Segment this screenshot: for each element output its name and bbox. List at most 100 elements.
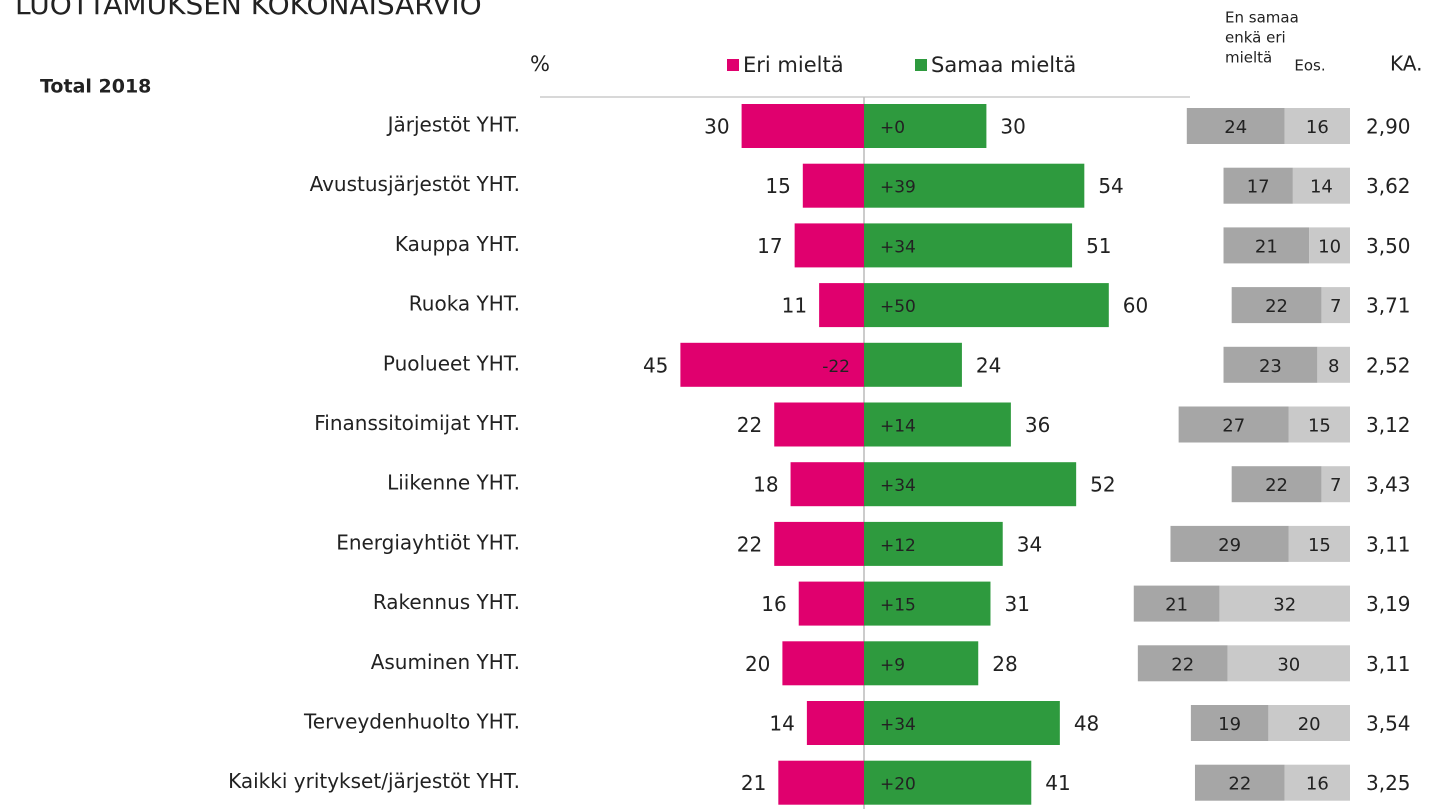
eos-header: Eos.	[1294, 57, 1325, 75]
mean-label: 3,54	[1366, 712, 1411, 736]
category-label: Puolueet YHT.	[383, 351, 520, 375]
bar-eos	[1288, 525, 1350, 562]
net-label: +15	[880, 596, 916, 616]
agree-label: 48	[1074, 712, 1099, 736]
bar-eos	[1321, 466, 1350, 503]
mean-label: 3,62	[1366, 174, 1411, 198]
bar-eos	[1288, 406, 1350, 443]
net-label: +34	[880, 237, 916, 257]
subtitle: Total 2018	[40, 76, 151, 98]
agree-label: 41	[1045, 771, 1070, 795]
eos-label: 20	[1298, 714, 1321, 735]
bar-eos	[1268, 705, 1350, 741]
net-label: +39	[880, 178, 916, 198]
neutral-label: 17	[1247, 177, 1270, 198]
mean-label: 3,19	[1366, 592, 1411, 616]
eos-label: 30	[1277, 654, 1300, 675]
neutral-label: 24	[1224, 117, 1247, 138]
net-label: +12	[880, 536, 916, 556]
net-label: -22	[822, 357, 850, 377]
legend-label: Eri mieltä	[743, 53, 844, 77]
bar-neutral	[1170, 525, 1289, 562]
bar-eos	[1227, 645, 1350, 682]
bar-agree	[864, 581, 991, 626]
bar-agree	[864, 462, 1077, 507]
disagree-label: 22	[737, 532, 762, 556]
eos-label: 10	[1318, 236, 1341, 257]
unit-label: %	[530, 52, 550, 76]
mean-header: KA.	[1390, 52, 1422, 76]
neutral-label: 22	[1228, 774, 1251, 795]
bar-disagree	[741, 104, 864, 148]
bar-neutral	[1178, 406, 1289, 443]
category-label: Kaikki yritykset/järjestöt YHT.	[228, 769, 520, 793]
mean-label: 3,25	[1366, 771, 1411, 795]
net-label: +0	[880, 118, 905, 138]
mean-label: 3,43	[1366, 473, 1411, 497]
category-label: Liikenne YHT.	[387, 471, 520, 495]
net-label: +50	[880, 297, 916, 317]
net-label: +34	[880, 476, 916, 496]
disagree-label: 14	[769, 712, 794, 736]
eos-label: 14	[1310, 177, 1333, 198]
neutral-label: 27	[1222, 416, 1245, 437]
net-label: +9	[880, 655, 905, 675]
net-label: +34	[880, 715, 916, 735]
bar-disagree	[802, 163, 864, 208]
disagree-label: 21	[741, 771, 766, 795]
agree-label: 24	[976, 353, 1001, 377]
disagree-label: 11	[782, 294, 807, 318]
mean-label: 2,90	[1366, 115, 1411, 139]
bar-neutral	[1137, 645, 1228, 682]
eos-label: 15	[1308, 416, 1331, 437]
disagree-label: 15	[765, 174, 790, 198]
bar-neutral	[1223, 346, 1318, 383]
agree-label: 30	[1000, 115, 1025, 139]
bar-neutral	[1190, 705, 1269, 741]
neutral-label: 22	[1171, 654, 1194, 675]
bar-agree	[864, 163, 1085, 208]
mean-label: 2,52	[1366, 353, 1411, 377]
agree-label: 34	[1017, 532, 1042, 556]
neutral-header: En samaa	[1225, 9, 1299, 27]
bar-neutral	[1223, 227, 1310, 264]
bar-eos	[1317, 346, 1350, 383]
bar-neutral	[1186, 108, 1285, 144]
bar-disagree	[790, 462, 864, 507]
bar-agree	[864, 760, 1032, 805]
bar-agree	[864, 223, 1073, 268]
disagree-label: 20	[745, 652, 770, 676]
category-label: Asuminen YHT.	[371, 650, 520, 674]
neutral-label: 22	[1265, 475, 1288, 496]
eos-label: 32	[1273, 595, 1296, 616]
agree-label: 28	[992, 652, 1017, 676]
bar-eos	[1292, 167, 1350, 204]
neutral-label: 22	[1265, 296, 1288, 317]
bar-eos	[1219, 585, 1350, 622]
mean-label: 3,50	[1366, 234, 1411, 258]
neutral-label: 19	[1218, 714, 1241, 735]
bar-disagree	[680, 342, 864, 387]
disagree-label: 30	[704, 115, 729, 139]
bar-disagree	[806, 701, 864, 745]
bar-eos	[1284, 764, 1350, 801]
net-label: +20	[880, 775, 916, 795]
bar-eos	[1284, 108, 1350, 144]
bar-neutral	[1231, 466, 1322, 503]
bar-disagree	[819, 283, 864, 328]
category-label: Terveydenhuolto YHT.	[303, 710, 520, 734]
neutral-label: 29	[1218, 535, 1241, 556]
disagree-label: 17	[757, 234, 782, 258]
neutral-header: mieltä	[1225, 49, 1272, 67]
neutral-label: 21	[1255, 236, 1278, 257]
bar-neutral	[1231, 287, 1322, 324]
category-label: Energiayhtiöt YHT.	[336, 530, 520, 554]
mean-label: 3,11	[1366, 532, 1411, 556]
bar-agree	[864, 104, 987, 148]
eos-label: 7	[1330, 475, 1341, 496]
agree-label: 54	[1098, 174, 1123, 198]
category-label: Järjestöt YHT.	[386, 113, 520, 137]
agree-label: 51	[1086, 234, 1111, 258]
bar-disagree	[778, 760, 864, 805]
bar-disagree	[794, 223, 864, 268]
